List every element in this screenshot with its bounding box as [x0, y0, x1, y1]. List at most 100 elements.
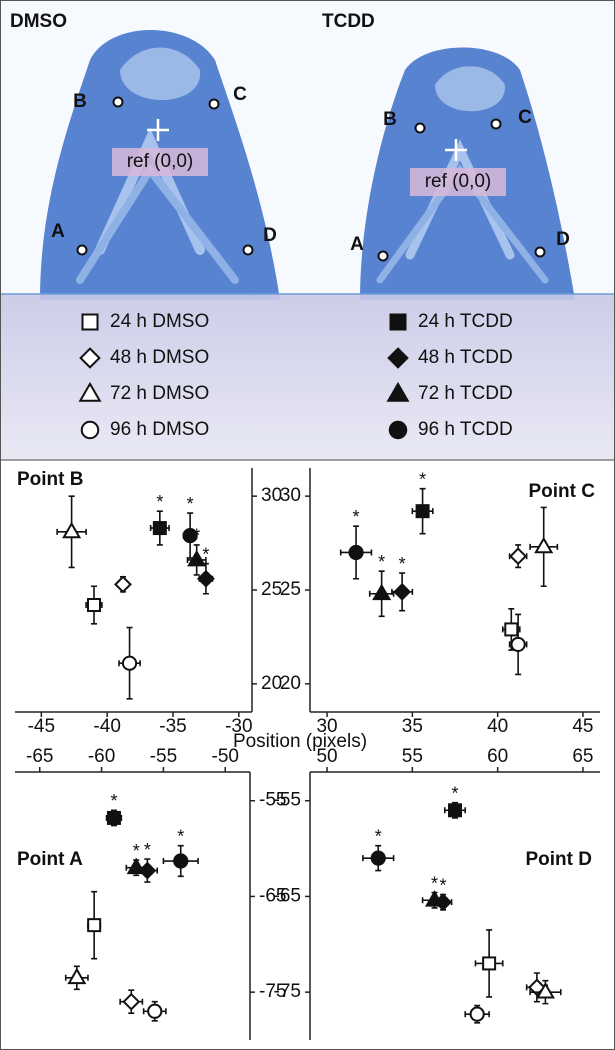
point — [370, 850, 386, 866]
x-tick-label: 55 — [402, 746, 423, 767]
y-tick-label: -65 — [274, 885, 301, 906]
image-title: TCDD — [322, 11, 375, 32]
significance: * — [419, 469, 426, 489]
point-label: C — [518, 107, 532, 128]
legend-label: 24 h TCDD — [418, 311, 513, 332]
point — [173, 853, 189, 869]
point — [122, 992, 141, 1011]
point — [67, 967, 87, 985]
legend-overlay — [0, 294, 615, 460]
y-tick-label: 25 — [280, 579, 301, 600]
ref-cross — [147, 119, 169, 141]
x-tick-label: -45 — [28, 716, 55, 737]
point — [372, 583, 392, 601]
ref-cross — [445, 139, 467, 161]
x-axis-label: Position (pixels) — [233, 731, 367, 752]
point — [424, 890, 445, 907]
legend-marker — [80, 420, 100, 440]
panel-title: Point B — [17, 469, 84, 490]
legend-marker — [78, 381, 102, 402]
point-label: D — [263, 225, 277, 246]
x-tick-label: -30 — [225, 716, 252, 737]
x-tick-label: 65 — [572, 746, 593, 767]
y-tick-label: -75 — [259, 981, 286, 1002]
y-tick-label: -65 — [259, 885, 286, 906]
y-tick-label: 30 — [261, 485, 282, 506]
point — [87, 918, 102, 933]
point — [126, 857, 146, 875]
significance: * — [187, 494, 194, 514]
y-tick-label: -55 — [274, 790, 301, 811]
point-label: D — [556, 229, 570, 250]
point — [534, 536, 554, 554]
point-label: B — [73, 91, 87, 112]
significance: * — [353, 507, 360, 527]
point — [106, 810, 121, 825]
x-tick-label: -60 — [88, 746, 115, 767]
landmark — [414, 122, 426, 134]
point — [121, 655, 138, 671]
significance: * — [177, 826, 184, 846]
scatter-panel: 30 35 40 45 20 25 30 Point C * * * * — [280, 468, 600, 737]
point — [152, 521, 167, 536]
point — [87, 598, 101, 613]
significance: * — [144, 840, 151, 860]
point — [448, 803, 462, 818]
significance: * — [375, 826, 382, 846]
y-tick-label: -55 — [259, 790, 286, 811]
legend-label: 48 h DMSO — [110, 347, 209, 368]
significance: * — [378, 552, 385, 572]
significance: * — [440, 875, 447, 895]
image-title: DMSO — [10, 11, 67, 32]
landmark — [242, 244, 254, 256]
landmark — [76, 244, 88, 256]
point — [510, 636, 526, 653]
x-tick-label: 60 — [487, 746, 508, 767]
landmark — [490, 118, 502, 130]
point — [393, 582, 412, 601]
point — [197, 569, 215, 588]
x-tick-label: 45 — [572, 716, 593, 737]
x-tick-label: -65 — [26, 746, 53, 767]
point — [348, 544, 364, 561]
significance: * — [451, 783, 458, 803]
legend-label: 96 h DMSO — [110, 419, 209, 440]
landmark — [534, 246, 546, 258]
landmark — [377, 250, 389, 262]
legend-label: 72 h DMSO — [110, 383, 209, 404]
x-tick-label: -35 — [159, 716, 186, 737]
legend-marker — [388, 420, 408, 440]
panel-title: Point D — [526, 849, 593, 870]
legend-marker — [81, 313, 99, 331]
y-tick-label: 25 — [261, 579, 282, 600]
point-label: A — [350, 234, 364, 255]
significance: * — [431, 873, 438, 893]
x-tick-label: -55 — [150, 746, 177, 767]
legend-marker — [389, 313, 407, 331]
point — [62, 521, 82, 539]
point — [535, 982, 555, 999]
x-tick-label: -40 — [93, 716, 120, 737]
legend-label: 96 h TCDD — [418, 419, 513, 440]
point — [147, 1003, 163, 1019]
x-tick-label: -50 — [212, 746, 239, 767]
landmark — [112, 96, 124, 108]
legend-label: 24 h DMSO — [110, 311, 209, 332]
point — [482, 956, 497, 971]
legend-marker — [386, 381, 410, 402]
significance: * — [399, 554, 406, 574]
ref-label: ref (0,0) — [127, 151, 194, 172]
x-tick-label: 30 — [316, 716, 337, 737]
legend-label: 72 h TCDD — [418, 383, 513, 404]
y-tick-label: 30 — [280, 485, 301, 506]
landmark — [208, 98, 220, 110]
legend: 24 h DMSO 48 h DMSO 72 h DMSO 96 h DMSO 24 h… — [78, 311, 513, 440]
panel-title: Point A — [17, 849, 83, 870]
